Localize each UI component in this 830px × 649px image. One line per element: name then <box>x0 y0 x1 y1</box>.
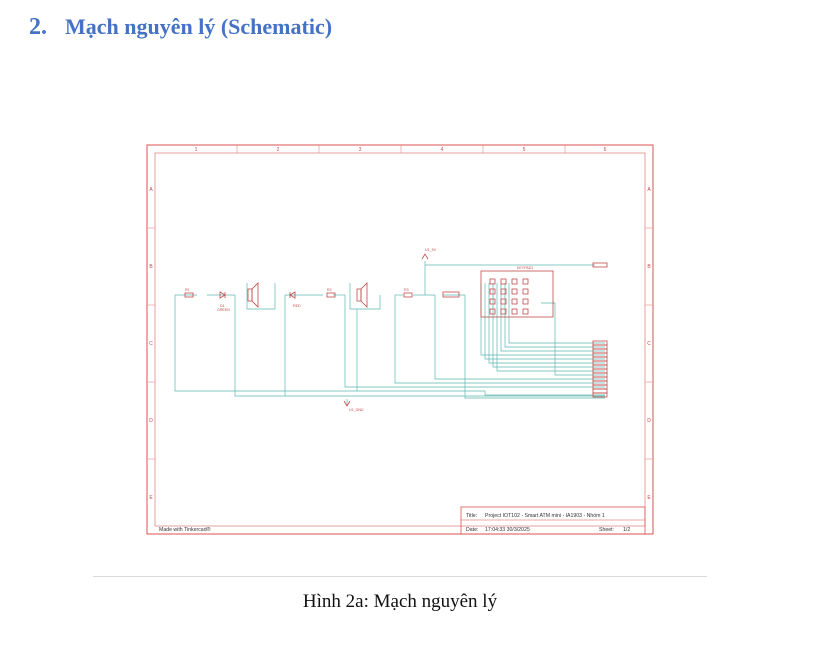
row-label: A <box>647 187 651 193</box>
schematic-figure: 1 2 3 4 5 6 A B C D E A B C D E <box>145 143 655 536</box>
title-label: Title: <box>466 513 477 519</box>
green-label: GREEN <box>217 308 230 312</box>
parts <box>184 253 608 407</box>
section-number: 2. <box>29 14 47 40</box>
diode-d1 <box>219 291 226 299</box>
col-label: 5 <box>523 147 526 153</box>
frame-inner <box>154 152 646 527</box>
keypad-body <box>480 270 554 318</box>
r1-label: R1 <box>185 288 190 292</box>
diode-red <box>289 291 296 299</box>
title-value: Project IOT102 - Smart ATM mini - IA1903… <box>485 513 605 519</box>
buzzer-1 <box>247 288 253 302</box>
date-value: 17:04:33 30/3/2025 <box>485 527 530 533</box>
d1-label: D1 <box>220 304 225 308</box>
sheet-value: 1/2 <box>623 527 630 533</box>
caption-divider <box>93 576 707 577</box>
connector-pins <box>592 262 608 398</box>
keypad-label: KEYPAD1 <box>517 266 533 270</box>
power-symbol <box>421 253 429 260</box>
figure-caption: Hình 2a: Mạch nguyên lý <box>302 591 498 612</box>
col-label: 1 <box>195 147 198 153</box>
row-label: D <box>647 418 651 424</box>
r2-label: R2 <box>327 288 332 292</box>
section-title: Mạch nguyên lý (Schematic) <box>65 14 333 39</box>
row-label: B <box>647 264 651 270</box>
keypad-matrix <box>489 278 529 315</box>
title-block: Title: Project IOT102 - Smart ATM mini -… <box>460 506 646 535</box>
row-label: C <box>647 341 651 347</box>
red-label: RED <box>293 304 301 308</box>
resistor-r2 <box>326 292 336 298</box>
col-label: 2 <box>277 147 280 153</box>
potentiometer <box>442 291 460 298</box>
section-heading: 2. Mạch nguyên lý (Schematic) <box>29 14 332 41</box>
row-label: C <box>149 341 153 347</box>
col-label: 6 <box>604 147 607 153</box>
ground-symbol <box>343 400 351 407</box>
net-gnd-label: U1_GND <box>349 408 364 412</box>
schematic-drawing: 1 2 3 4 5 6 A B C D E A B C D E <box>146 144 654 535</box>
row-label: E <box>149 495 153 501</box>
col-label: 4 <box>441 147 444 153</box>
r3-label: R3 <box>404 288 409 292</box>
resistor-r3 <box>403 292 413 298</box>
sheet-label: Sheet: <box>599 527 614 533</box>
buzzer-2 <box>356 288 362 302</box>
col-label: 3 <box>359 147 362 153</box>
date-label: Date: <box>466 527 478 533</box>
made-with-label: Made with Tinkercad® <box>159 526 211 533</box>
row-label: E <box>647 495 651 501</box>
row-label: A <box>149 187 153 193</box>
net-5v-label: U1_5V <box>425 248 437 252</box>
row-label: B <box>149 264 153 270</box>
resistor-r1 <box>184 292 194 298</box>
frame-outer <box>146 144 654 535</box>
wires <box>174 261 605 405</box>
row-label: D <box>149 418 153 424</box>
